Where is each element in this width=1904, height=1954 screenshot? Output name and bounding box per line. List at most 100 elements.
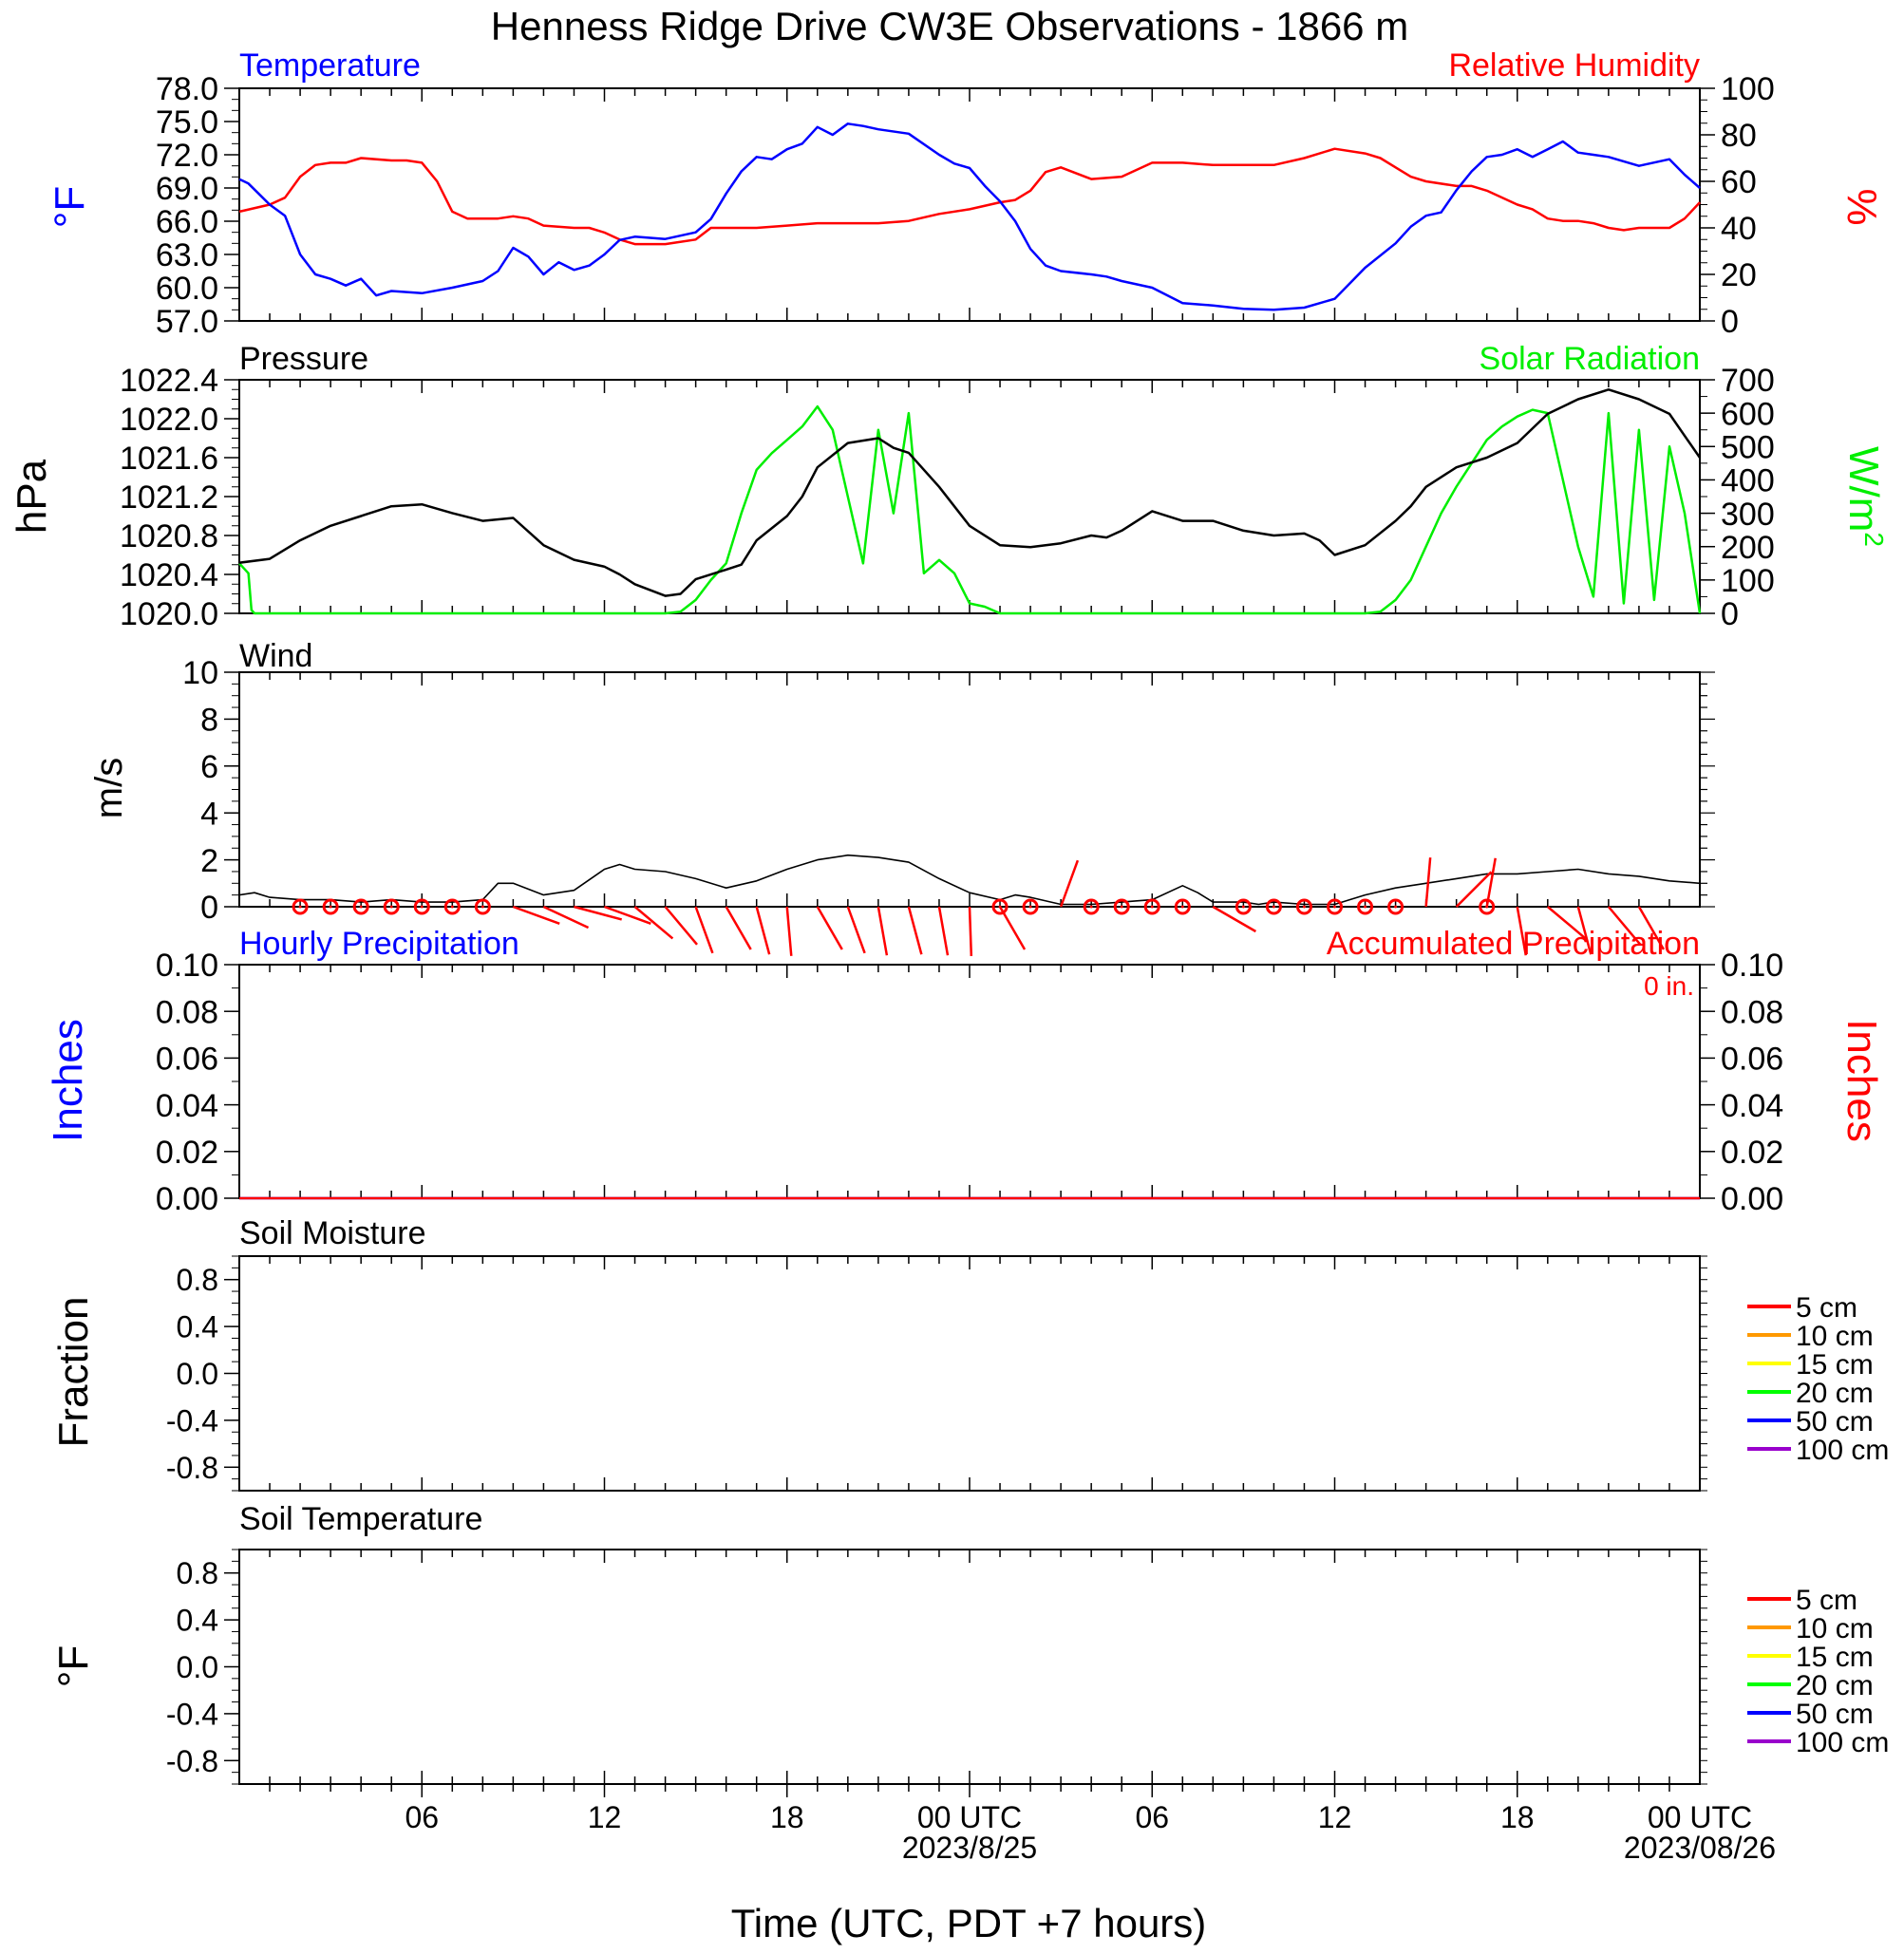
x-axis-label: Time (UTC, PDT +7 hours) [731, 1901, 1207, 1945]
y-tick-label-left: -0.8 [166, 1451, 218, 1485]
y-tick-label-left: 60.0 [156, 271, 218, 307]
legend-label: 100 cm [1796, 1727, 1889, 1758]
wind-barb [755, 906, 771, 955]
y-tick-label-right: 200 [1721, 530, 1775, 566]
y-tick-label-left: -0.4 [166, 1403, 218, 1437]
y-tick-label-right: 0.06 [1721, 1042, 1783, 1078]
y-tick-label-right: 100 [1721, 71, 1775, 107]
wind-barb [937, 906, 950, 956]
x-tick-label: 18 [770, 1800, 804, 1834]
soil-moisture-title: Soil Moisture [239, 1215, 426, 1251]
y-tick-label-left: 1021.6 [120, 441, 218, 477]
calm-wind-marker [1113, 898, 1130, 915]
y-tick-label-left: 2 [200, 843, 218, 879]
y-tick-label-right: 0.08 [1721, 994, 1783, 1030]
wind-barb [968, 906, 973, 957]
y-tick-label-right: 0 [1721, 596, 1739, 632]
wind-barb [664, 906, 698, 946]
legend-label: 15 cm [1796, 1642, 1874, 1673]
x-tick-label: 00 UTC [1648, 1800, 1752, 1834]
wind-barb [512, 905, 560, 925]
y-tick-label-right: 20 [1721, 257, 1757, 293]
y-tick-label-right: 100 [1721, 563, 1775, 599]
soil-temperature-unit-label: °F [50, 1645, 97, 1687]
accumulated-precip-unit-label: Inches [1838, 1019, 1885, 1142]
calm-wind-marker-center [1272, 905, 1275, 909]
wind-barb [694, 906, 714, 954]
calm-wind-marker-center [481, 905, 484, 909]
solar-panel-title: Solar Radiation [1480, 341, 1700, 377]
wind-barb [998, 906, 1027, 950]
calm-wind-marker [1022, 898, 1039, 915]
calm-wind-marker [1235, 898, 1252, 915]
calm-wind-marker-center [998, 905, 1002, 909]
calm-wind-marker [1479, 898, 1496, 915]
hourly-precip-title: Hourly Precipitation [239, 926, 519, 962]
wind-barb [1516, 906, 1528, 956]
x-tick-label: 06 [405, 1800, 439, 1834]
wind-panel-title: Wind [239, 638, 312, 674]
calm-wind-marker-center [359, 905, 363, 909]
legend-label: 5 cm [1796, 1292, 1857, 1324]
y-tick-label-left: 1021.2 [120, 479, 218, 516]
y-tick-label-right: 600 [1721, 396, 1775, 432]
x-tick-label: 12 [588, 1800, 622, 1834]
wind-barb [1059, 859, 1080, 908]
y-tick-label-left: 75.0 [156, 104, 218, 141]
y-tick-label-left: 0.4 [177, 1604, 218, 1638]
wind-barb [574, 905, 623, 921]
calm-wind-marker-center [329, 905, 332, 909]
legend-label: 10 cm [1796, 1321, 1874, 1352]
y-tick-label-left: 8 [200, 703, 218, 739]
y-tick-label-right: 80 [1721, 118, 1757, 154]
wind-barb [907, 906, 923, 955]
y-tick-label-right: 0.10 [1721, 948, 1783, 984]
y-tick-label-left: 10 [182, 655, 218, 691]
solar-unit-base: W/m [1840, 446, 1887, 532]
y-tick-label-left: 63.0 [156, 237, 218, 273]
y-tick-label-right: 0 [1721, 304, 1739, 340]
legend-label: 50 cm [1796, 1699, 1874, 1730]
calm-wind-marker-center [450, 905, 454, 909]
legend-label: 5 cm [1796, 1585, 1857, 1616]
y-tick-label-right: 700 [1721, 363, 1775, 399]
calm-wind-marker-center [1394, 905, 1398, 909]
calm-wind-marker [383, 898, 400, 915]
accumulated-precip-title: Accumulated Precipitation [1327, 926, 1700, 962]
y-tick-label-left: 6 [200, 749, 218, 785]
legend-label: 50 cm [1796, 1406, 1874, 1437]
y-tick-label-left: 66.0 [156, 204, 218, 240]
x-tick-label: 18 [1500, 1800, 1535, 1834]
pressure-panel-title: Pressure [239, 341, 368, 377]
wind-unit-label: m/s [88, 758, 130, 818]
soil-temperature-title: Soil Temperature [239, 1501, 482, 1537]
y-tick-label-left: 1022.0 [120, 402, 218, 438]
y-tick-label-left: -0.8 [166, 1744, 218, 1778]
humidity-panel-title: Relative Humidity [1448, 47, 1700, 84]
calm-wind-marker-center [1089, 905, 1093, 909]
calm-wind-marker-center [1028, 905, 1032, 909]
solar-radiation-line [238, 404, 1702, 615]
calm-wind-marker [991, 898, 1009, 915]
calm-wind-marker [352, 898, 369, 915]
wind-barb [877, 906, 889, 956]
wind-barb [633, 906, 674, 940]
wind-barb [1546, 906, 1587, 940]
calm-wind-marker-center [1364, 905, 1367, 909]
pressure-unit-label: hPa [9, 459, 55, 534]
x-tick-label: 12 [1318, 1800, 1352, 1834]
wind-barb [1455, 871, 1493, 908]
y-tick-label-left: 0.08 [156, 994, 218, 1030]
y-tick-label-left: 0.10 [156, 948, 218, 984]
y-tick-label-left: 78.0 [156, 71, 218, 107]
y-tick-label-left: 1022.4 [120, 363, 218, 399]
calm-wind-marker [1387, 898, 1404, 915]
y-tick-label-left: 0.8 [177, 1556, 218, 1590]
y-tick-label-left: 0.4 [177, 1310, 218, 1344]
calm-wind-marker-center [1302, 905, 1306, 909]
calm-wind-marker [1174, 898, 1191, 915]
y-tick-label-left: 57.0 [156, 304, 218, 340]
date-label: 2023/08/26 [1624, 1831, 1776, 1865]
temperature-humidity-panel: Temperature Relative Humidity °F % 78.07… [47, 47, 1885, 340]
wind-barb [846, 906, 866, 954]
